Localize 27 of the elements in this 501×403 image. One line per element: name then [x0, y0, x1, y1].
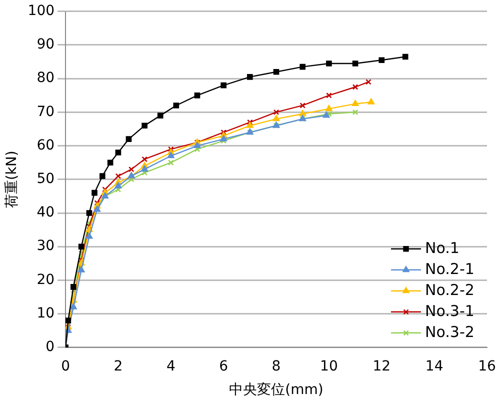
- y-tick-label: 20: [36, 272, 55, 288]
- x-tick-label: 8: [272, 358, 281, 374]
- legend-label: No.1: [425, 238, 460, 257]
- x-tick-label: 12: [372, 358, 391, 374]
- x-axis-title: 中央変位(mm): [229, 382, 324, 398]
- y-tick-label: 80: [36, 70, 55, 86]
- legend-label: No.2-2: [425, 280, 474, 299]
- legend-label: No.2-1: [425, 260, 474, 278]
- y-tick-label: 30: [36, 238, 55, 254]
- x-tick-label: 10: [320, 358, 338, 374]
- y-tick-label: 70: [36, 104, 55, 120]
- legend-label: No.3-2: [425, 322, 474, 341]
- y-tick-label: 90: [36, 36, 55, 53]
- y-tick-label: 40: [36, 204, 55, 221]
- x-tick-label: 0: [61, 358, 70, 374]
- x-tick-label: 6: [219, 358, 228, 374]
- y-tick-label: 0: [46, 339, 55, 356]
- y-tick-label: 50: [36, 171, 55, 188]
- x-tick-label: 14: [425, 358, 444, 374]
- x-tick-label: 2: [114, 358, 123, 374]
- y-tick-label: 10: [36, 305, 55, 322]
- x-tick-label: 4: [166, 358, 176, 374]
- y-tick-label: 100: [28, 3, 55, 20]
- legend-label: No.3-1: [425, 302, 474, 320]
- x-tick-label: 16: [478, 358, 496, 374]
- y-axis-title: 荷重(kN): [4, 150, 20, 208]
- y-tick-label: 60: [36, 137, 55, 154]
